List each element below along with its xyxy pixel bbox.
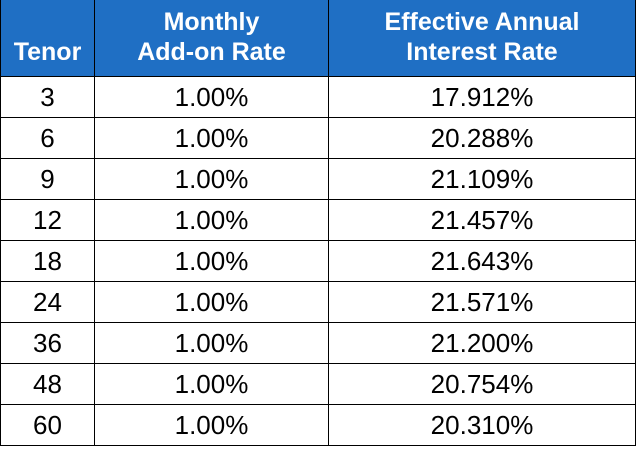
cell-monthly-rate: 1.00% bbox=[94, 75, 329, 118]
table-header: Tenor Monthly Add-on Rate Effective Annu… bbox=[0, 0, 636, 77]
table-body: 3 1.00% 17.912% 6 1.00% 20.288% 9 1.00% … bbox=[0, 75, 636, 446]
cell-tenor: 24 bbox=[0, 280, 95, 323]
table-row: 24 1.00% 21.571% bbox=[0, 280, 636, 323]
cell-tenor: 48 bbox=[0, 362, 95, 405]
header-effective-rate: Effective Annual Interest Rate bbox=[328, 0, 636, 77]
cell-effective-rate: 21.109% bbox=[328, 157, 636, 200]
cell-monthly-rate: 1.00% bbox=[94, 403, 329, 446]
table-row: 9 1.00% 21.109% bbox=[0, 157, 636, 200]
cell-monthly-rate: 1.00% bbox=[94, 157, 329, 200]
header-monthly-rate-line2: Add-on Rate bbox=[137, 37, 286, 66]
header-effective-rate-line2: Interest Rate bbox=[406, 37, 558, 66]
cell-effective-rate: 20.754% bbox=[328, 362, 636, 405]
cell-tenor: 9 bbox=[0, 157, 95, 200]
cell-effective-rate: 17.912% bbox=[328, 75, 636, 118]
cell-tenor: 3 bbox=[0, 75, 95, 118]
cell-tenor: 18 bbox=[0, 239, 95, 282]
cell-monthly-rate: 1.00% bbox=[94, 239, 329, 282]
header-effective-rate-line1: Effective Annual bbox=[384, 7, 580, 36]
header-tenor: Tenor bbox=[0, 0, 95, 77]
table-row: 3 1.00% 17.912% bbox=[0, 75, 636, 118]
table-row: 48 1.00% 20.754% bbox=[0, 362, 636, 405]
cell-effective-rate: 20.288% bbox=[328, 116, 636, 159]
header-row: Tenor Monthly Add-on Rate Effective Annu… bbox=[0, 0, 636, 77]
cell-tenor: 6 bbox=[0, 116, 95, 159]
table-row: 18 1.00% 21.643% bbox=[0, 239, 636, 282]
cell-monthly-rate: 1.00% bbox=[94, 198, 329, 241]
cell-effective-rate: 21.457% bbox=[328, 198, 636, 241]
header-monthly-rate: Monthly Add-on Rate bbox=[94, 0, 329, 77]
cell-tenor: 12 bbox=[0, 198, 95, 241]
cell-monthly-rate: 1.00% bbox=[94, 362, 329, 405]
cell-monthly-rate: 1.00% bbox=[94, 280, 329, 323]
cell-monthly-rate: 1.00% bbox=[94, 321, 329, 364]
cell-monthly-rate: 1.00% bbox=[94, 116, 329, 159]
table-row: 36 1.00% 21.200% bbox=[0, 321, 636, 364]
cell-effective-rate: 21.571% bbox=[328, 280, 636, 323]
table-row: 60 1.00% 20.310% bbox=[0, 403, 636, 446]
cell-effective-rate: 21.643% bbox=[328, 239, 636, 282]
header-tenor-label: Tenor bbox=[13, 37, 82, 66]
cell-tenor: 36 bbox=[0, 321, 95, 364]
table-row: 12 1.00% 21.457% bbox=[0, 198, 636, 241]
cell-tenor: 60 bbox=[0, 403, 95, 446]
cell-effective-rate: 21.200% bbox=[328, 321, 636, 364]
table-row: 6 1.00% 20.288% bbox=[0, 116, 636, 159]
cell-effective-rate: 20.310% bbox=[328, 403, 636, 446]
header-monthly-rate-line1: Monthly bbox=[163, 7, 260, 36]
